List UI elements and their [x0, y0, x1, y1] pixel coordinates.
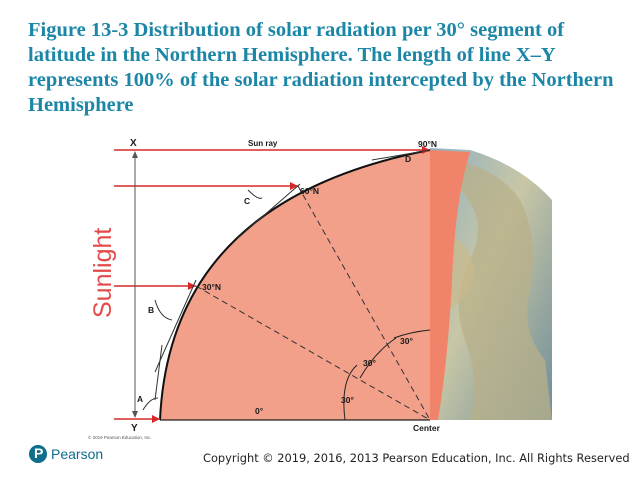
sun-ray-x-arrow [422, 146, 430, 154]
label-angle-2: 30° [363, 358, 376, 368]
label-equator: 0° [255, 406, 264, 416]
label-x: X [130, 138, 137, 149]
pearson-mark-icon: P [29, 445, 47, 463]
angle-arc-inner [393, 329, 431, 339]
angle-marker-c [247, 189, 263, 199]
angle-arc-outer [343, 364, 358, 421]
sun-ray-30-arrow [188, 282, 196, 290]
label-30n: 30°N [202, 282, 221, 292]
label-60n: 60°N [300, 186, 319, 196]
earth-surface-line [159, 149, 431, 421]
earth-limb-shade [430, 150, 470, 420]
angle-marker-b [154, 299, 173, 321]
pearson-wordmark: Pearson [51, 446, 104, 462]
tangent-b [154, 279, 197, 373]
label-y: Y [131, 423, 138, 434]
earth-hemisphere [160, 150, 430, 420]
label-a: A [137, 394, 143, 404]
angle-arc-mid [359, 337, 397, 379]
label-b: B [148, 305, 154, 315]
label-sun-ray: Sun ray [248, 139, 278, 148]
pearson-mark-letter: P [34, 445, 44, 461]
pearson-logo: P Pearson [29, 445, 103, 463]
tangent-a [154, 344, 163, 401]
sun-ray-60-arrow [290, 182, 298, 190]
slide-title: Figure 13-3 Distribution of solar radiat… [28, 19, 614, 116]
sun-ray-y-arrow [152, 415, 160, 423]
label-d: D [405, 154, 411, 164]
copyright-notice: Copyright © 2019, 2016, 2013 Pearson Edu… [203, 451, 630, 465]
label-c: C [244, 196, 250, 206]
tangent-c [237, 183, 301, 239]
label-angle-1: 30° [400, 336, 413, 346]
label-angle-3: 30° [341, 395, 354, 405]
label-center: Center [413, 423, 441, 433]
angle-marker-a [142, 397, 159, 411]
image-credit: © 2019 Pearson Education, Inc. [88, 434, 152, 440]
radius-30 [195, 285, 431, 421]
tangent-d [371, 149, 431, 161]
xy-arrow-top [132, 151, 138, 158]
sunlight-label: Sunlight [89, 228, 117, 318]
radius-60 [297, 185, 431, 421]
xy-arrow-bottom [132, 411, 138, 418]
label-90n: 90°N [418, 139, 437, 149]
globe-land [455, 160, 552, 420]
